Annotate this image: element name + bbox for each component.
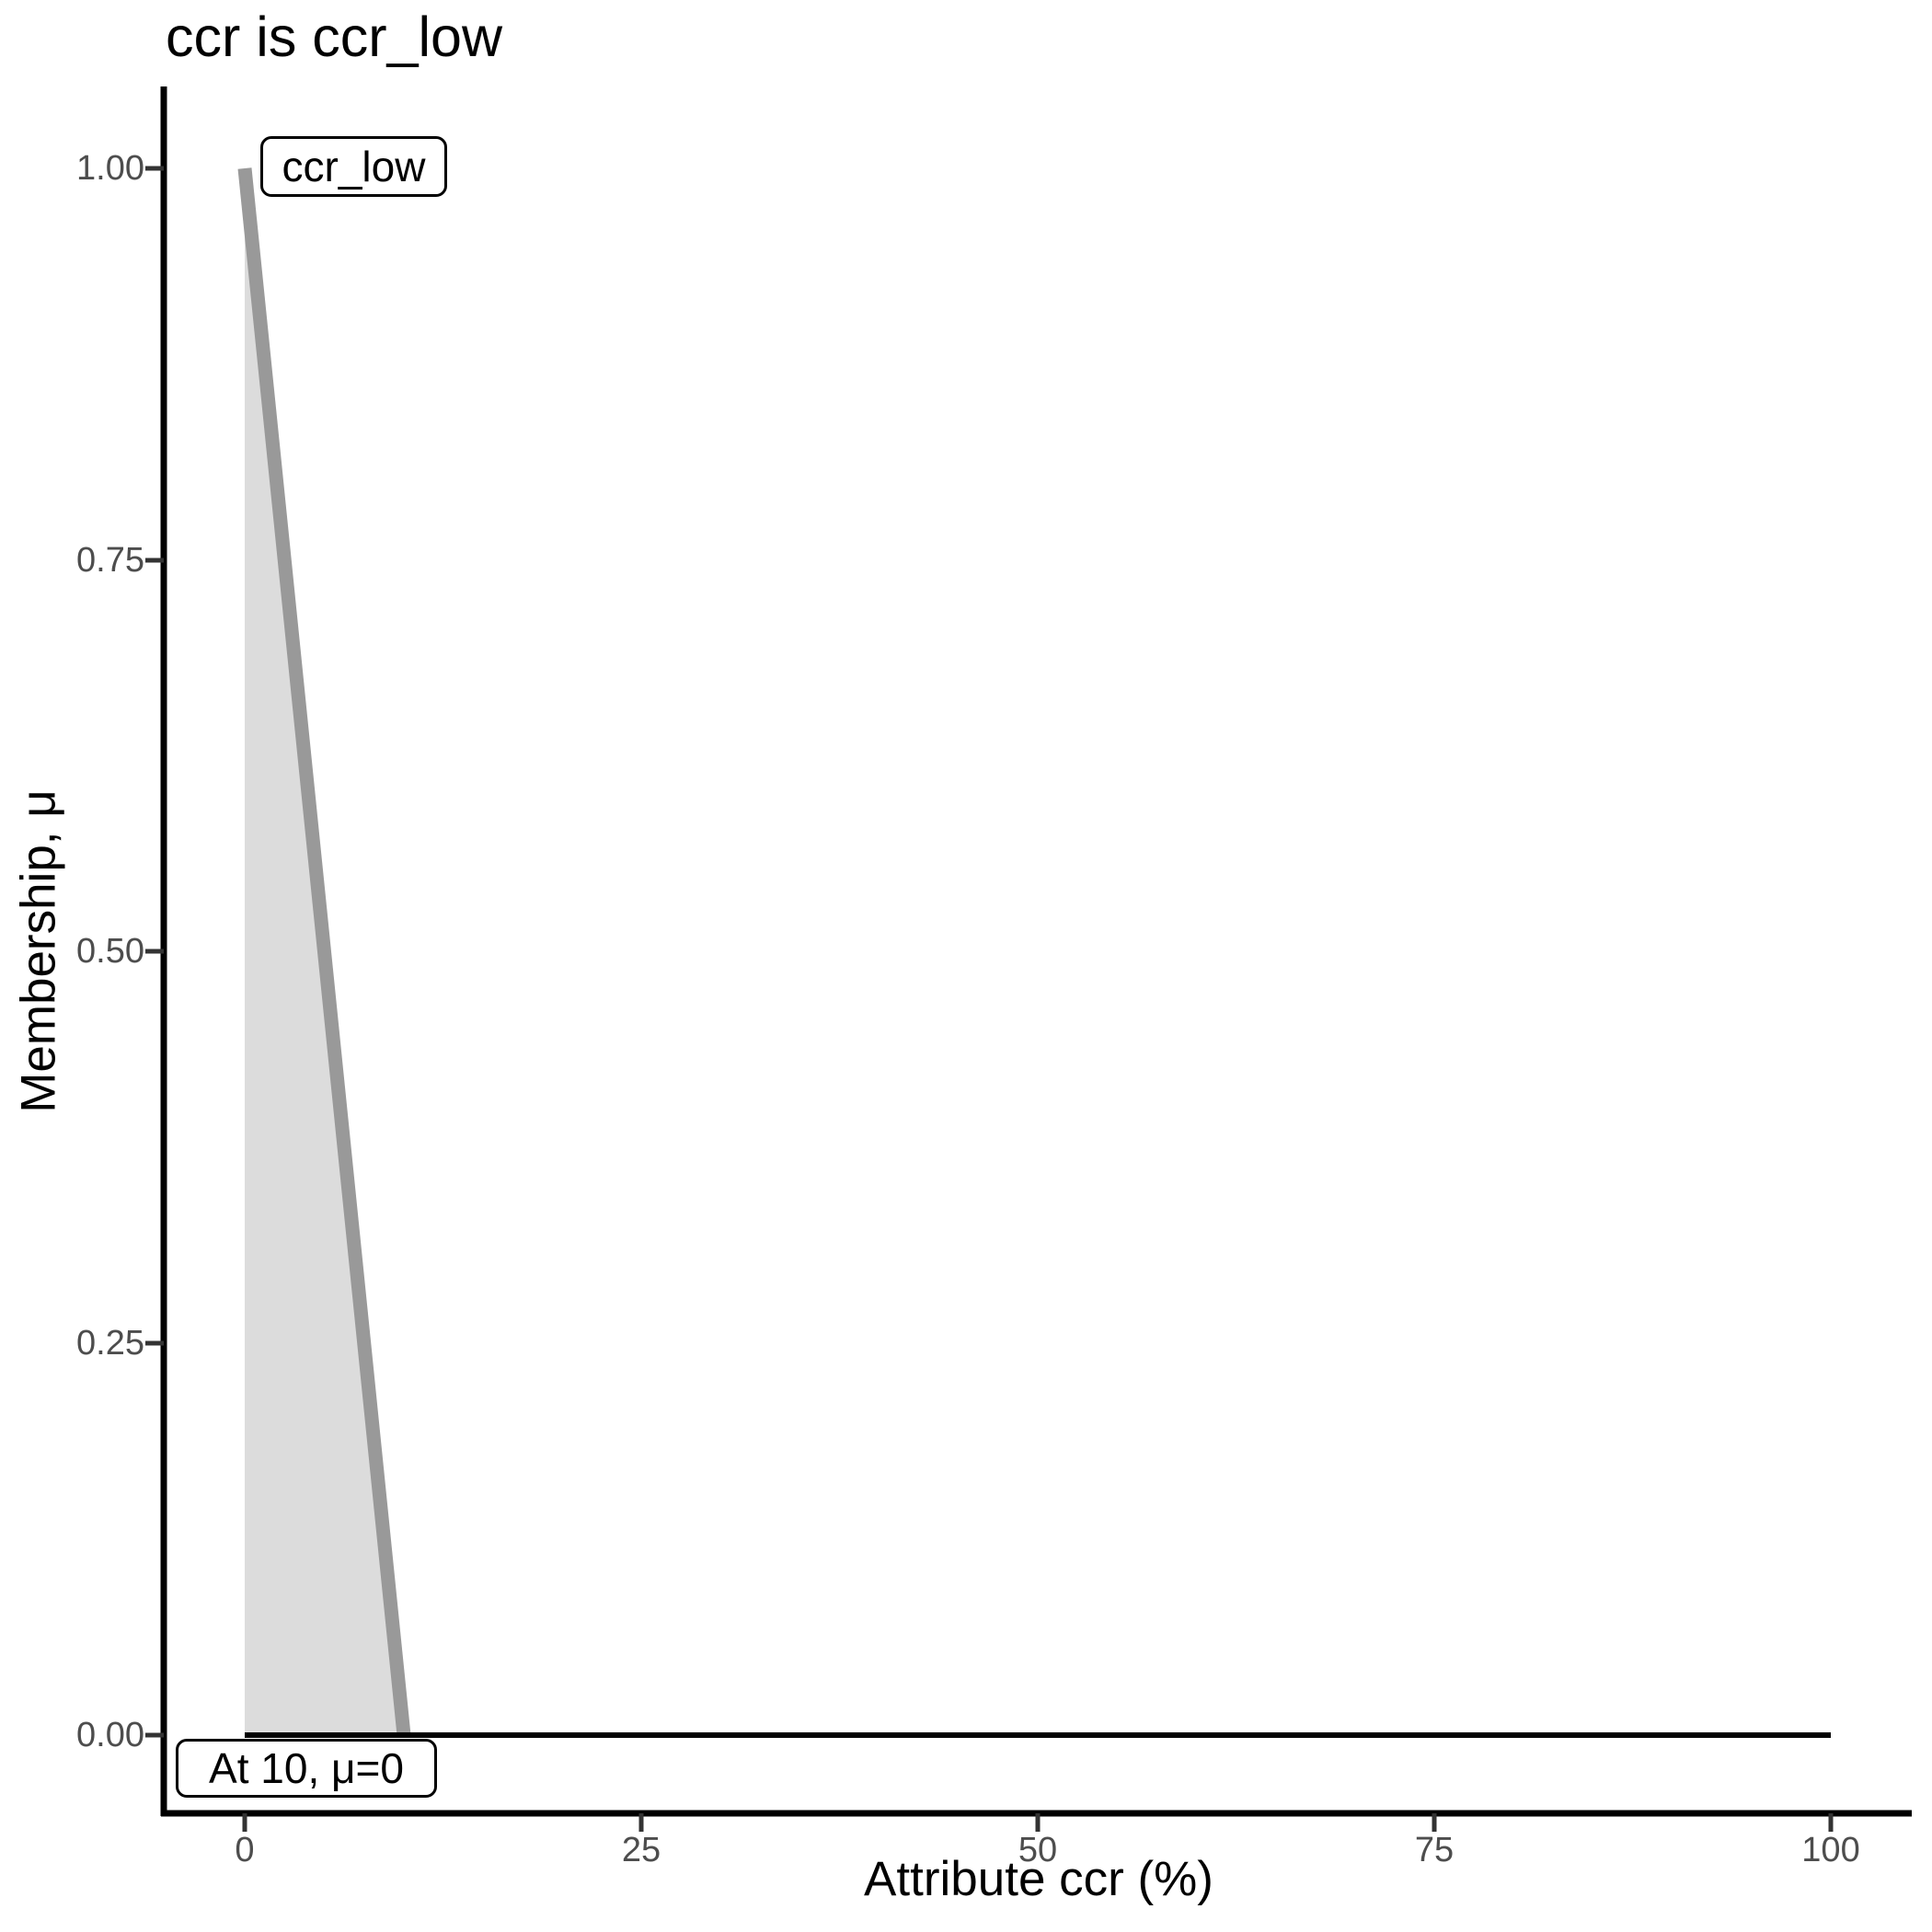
- y-tick-label-0.00: 0.00: [76, 1716, 144, 1754]
- set-name-label: ccr_low: [260, 136, 447, 197]
- x-axis-title: Attribute ccr (%): [864, 1852, 1213, 1906]
- chart-title: ccr is ccr_low: [166, 6, 503, 68]
- x-tick-label-50: 50: [1018, 1831, 1058, 1869]
- set-name-label-text: ccr_low: [282, 143, 426, 190]
- evaluation-point-label: At 10, μ=0: [176, 1739, 437, 1798]
- y-tick-label-0.50: 0.50: [76, 932, 144, 971]
- evaluation-point-label-text: At 10, μ=0: [209, 1744, 404, 1792]
- x-tick-label-25: 25: [621, 1831, 661, 1869]
- x-tick-label-75: 75: [1414, 1831, 1455, 1869]
- y-tick-label-0.75: 0.75: [76, 541, 144, 580]
- y-tick-label-1.00: 1.00: [76, 149, 144, 188]
- x-tick-label-0: 0: [235, 1831, 255, 1869]
- membership-line: [237, 167, 411, 1736]
- y-tick-label-0.25: 0.25: [76, 1324, 144, 1363]
- x-tick-label-100: 100: [1801, 1831, 1860, 1869]
